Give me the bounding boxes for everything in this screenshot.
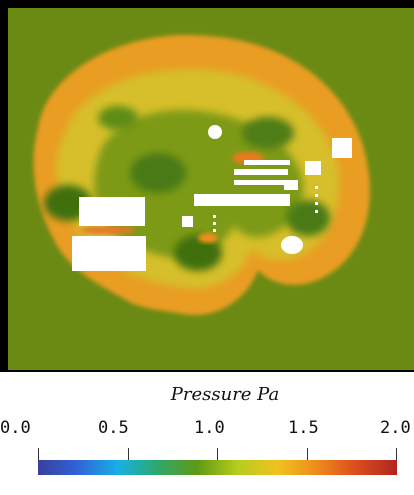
- vortex-pocket: [174, 235, 222, 271]
- legend-tick-mark: [217, 448, 218, 461]
- obstacle-cylinder: [281, 236, 303, 254]
- pressure-field-view: [8, 8, 414, 370]
- vortex-pocket: [242, 117, 294, 149]
- obstacle-pin: [213, 229, 216, 232]
- vortex-pocket: [286, 200, 330, 236]
- obstacle-block: [332, 138, 352, 158]
- color-legend: Pressure Pa 0.0 0.5 1.0 1.5 2.0: [0, 372, 414, 495]
- obstacle-block: [305, 161, 321, 175]
- obstacle-block: [234, 169, 288, 175]
- obstacle-cylinder: [208, 125, 222, 139]
- obstacle-block: [234, 180, 284, 185]
- legend-tick-label: 0.5: [98, 418, 129, 438]
- legend-tick-mark: [307, 448, 308, 461]
- legend-tick-mark: [396, 448, 397, 461]
- low-pressure-core: [94, 109, 304, 259]
- obstacle-pin: [315, 202, 318, 205]
- legend-title: Pressure Pa: [170, 384, 280, 405]
- obstacle-block: [194, 194, 290, 206]
- legend-tick-mark: [128, 448, 129, 461]
- legend-colorbar: [38, 460, 397, 475]
- obstacle-block: [72, 236, 146, 271]
- high-pressure-streak: [80, 226, 136, 234]
- legend-tick-label: 0.0: [0, 418, 31, 438]
- legend-tick-label: 2.0: [380, 418, 411, 438]
- obstacle-pin: [315, 194, 318, 197]
- vortex-pocket: [98, 106, 138, 130]
- pressure-field-plot: [8, 8, 414, 370]
- obstacle-block: [182, 216, 193, 227]
- obstacle-pin: [213, 222, 216, 225]
- legend-tick-label: 1.0: [194, 418, 225, 438]
- legend-tick-mark: [38, 448, 39, 461]
- obstacles: [72, 125, 352, 271]
- obstacle-pin: [315, 210, 318, 213]
- obstacle-pin: [315, 186, 318, 189]
- vortex-pocket: [130, 153, 186, 193]
- obstacle-block: [244, 160, 290, 165]
- obstacle-block: [79, 197, 145, 226]
- obstacle-block: [284, 180, 298, 190]
- high-pressure-streak: [198, 233, 218, 243]
- obstacle-pin: [213, 215, 216, 218]
- legend-tick-label: 1.5: [288, 418, 319, 438]
